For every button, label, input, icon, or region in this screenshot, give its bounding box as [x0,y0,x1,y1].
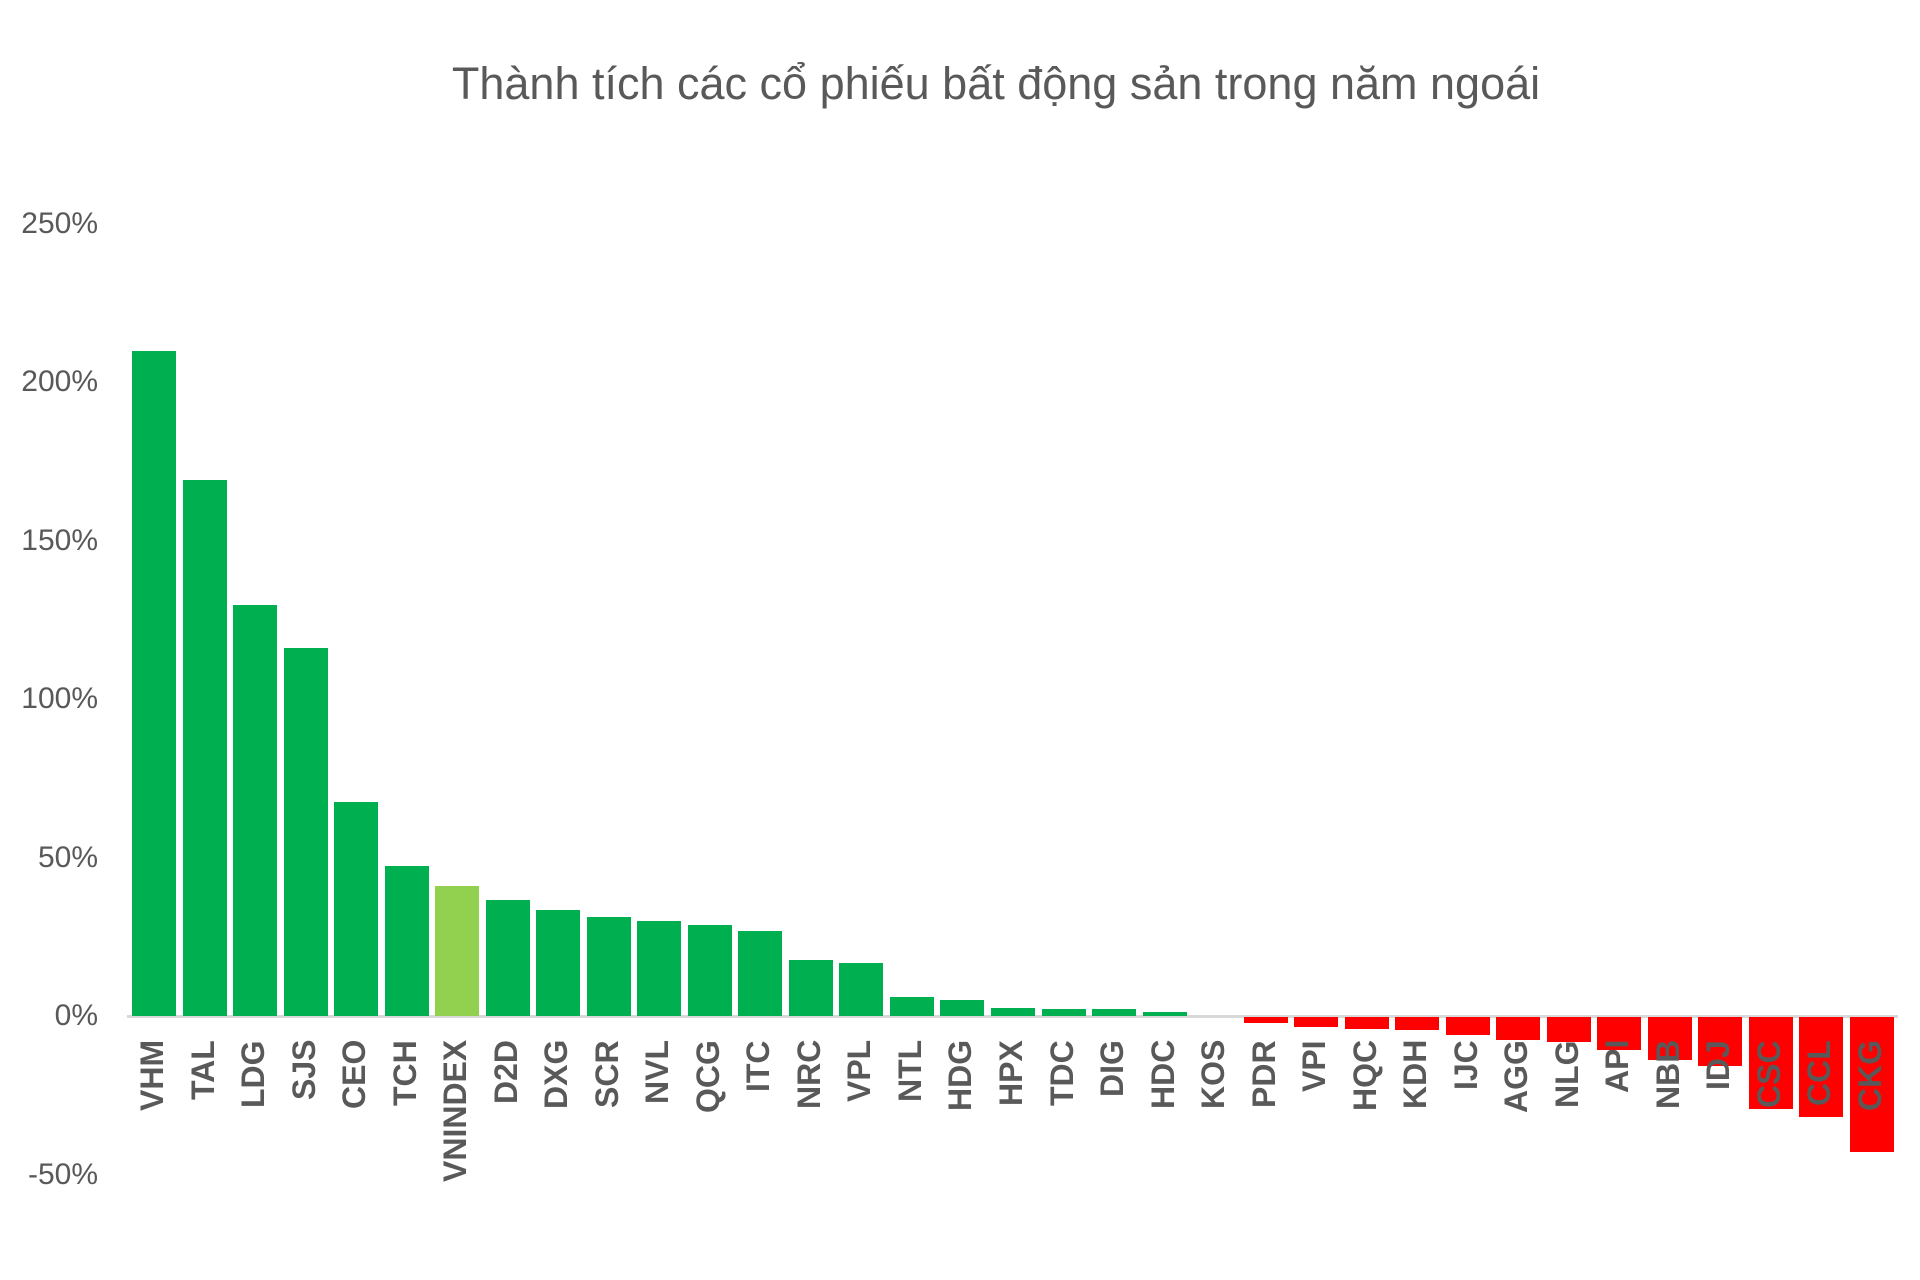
y-tick-label: 50% [37,840,98,874]
x-tick-label: IDJ [1700,1040,1737,1090]
x-tick-label: NTL [891,1039,928,1102]
x-tick-label: AGG [1498,1040,1535,1113]
bar-idj [1698,1017,1743,1066]
bar-vpi [1294,1017,1339,1027]
bar-ckg [1850,1017,1895,1152]
x-tick-label: IJC [1447,1040,1484,1090]
bar-tdc [1041,1009,1086,1016]
bar-d2d [485,899,530,1016]
bar-nvl [637,920,682,1016]
bar-agg [1496,1017,1541,1041]
bar-hdg [940,999,985,1016]
bar-sjs [283,647,328,1016]
x-tick-label: NRC [790,1039,827,1109]
x-tick-label: NVL [639,1040,676,1104]
bar-vhm [132,350,176,1016]
bar-qcg [687,925,732,1016]
x-tick-label: DXG [538,1039,575,1109]
bar-tch [384,866,429,1016]
bar-nrc [788,959,833,1016]
bar-hqc [1344,1017,1389,1030]
x-tick-label: DIG [1094,1040,1131,1097]
bar-ccl [1799,1017,1844,1117]
x-tick-label: HDG [942,1039,979,1111]
bar-api [1597,1017,1642,1050]
x-tick-label: TDC [1043,1040,1080,1106]
bar-hdc [1142,1011,1187,1016]
x-axis-line [127,1015,1898,1018]
x-tick-label: PDR [1245,1040,1282,1108]
x-tick-label: CEO [336,1039,373,1109]
bar-vpl [839,963,884,1016]
bar-csc [1748,1017,1793,1109]
bar-scr [586,917,631,1016]
x-tick-label: QCG [689,1040,726,1113]
x-tick-label: CSC [1750,1040,1787,1108]
y-tick-label: 150% [21,523,98,557]
x-tick-label: VHM [134,1039,170,1111]
x-tick-label: API [1599,1039,1636,1093]
bar-pdr [1243,1017,1288,1024]
x-tick-label: D2D [487,1039,524,1104]
x-tick-label: LDG [235,1040,272,1108]
y-tick-label: -50% [27,1157,98,1191]
x-tick-label: VPI [1296,1040,1333,1092]
bar-ldg [233,604,278,1016]
x-tick-label: KOS [1195,1039,1232,1109]
bar-ceo [334,802,379,1016]
x-tick-label: SJS [285,1039,322,1100]
x-tick-label: HPX [993,1040,1029,1106]
x-tick-label: VNINDEX [437,1039,474,1182]
y-tick-label: 100% [21,682,98,715]
x-tick-label: HDC [1144,1039,1181,1109]
bar-tal [182,479,227,1016]
x-tick-label: CKG [1852,1039,1889,1111]
bar-dig [1092,1009,1137,1016]
x-tick-label: NLG [1548,1040,1585,1108]
x-tick-label: TCH [386,1040,423,1106]
y-tick-label: 0% [54,999,98,1032]
x-tick-label: CCL [1801,1040,1838,1106]
bar-vnindex [435,886,480,1016]
bar-ntl [889,997,934,1016]
y-tick-label: 250% [21,206,98,240]
x-tick-label: HQC [1346,1039,1383,1111]
x-tick-label: KDH [1397,1039,1434,1109]
y-tick-label: 200% [21,365,98,398]
bar-dxg [536,910,581,1016]
x-tick-label: SCR [588,1040,625,1108]
x-tick-label: NBB [1649,1039,1686,1109]
bar-ijc [1445,1017,1490,1036]
x-tick-label: ITC [740,1040,777,1092]
x-tick-label: TAL [184,1040,221,1100]
bar-hpx [991,1008,1035,1016]
bar-itc [738,931,783,1016]
bar-kdh [1395,1017,1440,1030]
chart-title: Thành tích các cổ phiếu bất động sản tro… [451,58,1541,109]
x-tick-label: VPL [841,1039,878,1102]
bar-nlg [1546,1017,1591,1043]
bar-nbb [1647,1017,1692,1061]
